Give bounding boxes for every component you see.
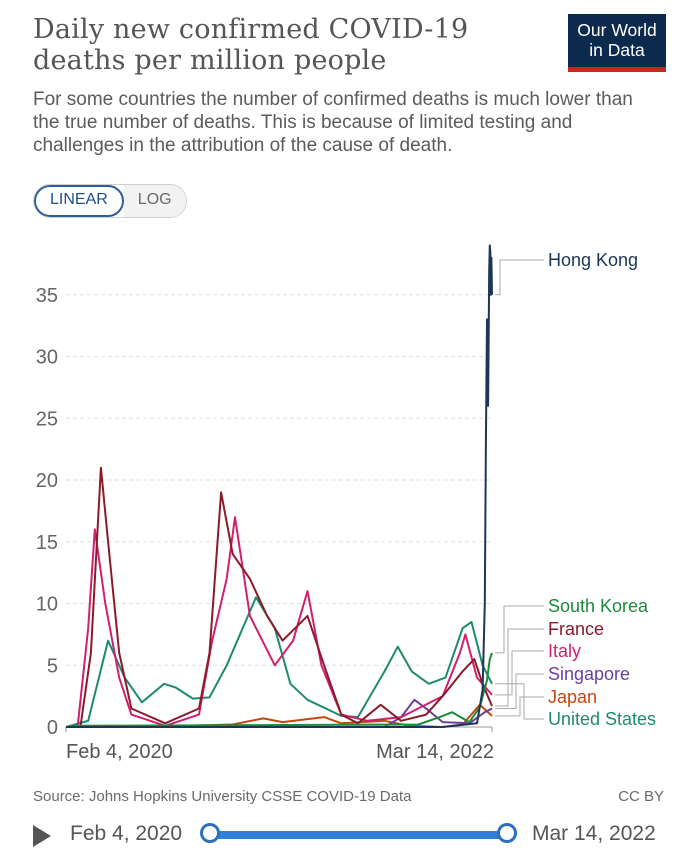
play-icon[interactable]	[33, 825, 51, 847]
logo-line-2: in Data	[589, 40, 645, 60]
connector-4	[495, 673, 544, 709]
series-label-singapore: Singapore	[548, 664, 630, 684]
linear-scale-button[interactable]: LINEAR	[34, 185, 124, 217]
series-label-hong-kong: Hong Kong	[548, 250, 638, 270]
series-line-france	[66, 466, 493, 728]
y-tick-label-0: 0	[47, 717, 58, 739]
series-label-united-states: United States	[548, 709, 656, 729]
logo-line-1: Our World	[577, 20, 657, 40]
logo-accent-bar	[568, 67, 666, 72]
x-tick-label-0: Feb 4, 2020	[66, 741, 173, 763]
chart-title: Daily new confirmed COVID-19 deaths per …	[33, 14, 469, 76]
license-note[interactable]: CC BY	[618, 788, 664, 805]
connector-5	[495, 696, 544, 717]
source-note[interactable]: Source: Johns Hopkins University CSSE CO…	[33, 788, 412, 805]
connector-1	[495, 605, 544, 654]
x-tick-label-1: Mar 14, 2022	[376, 741, 494, 763]
y-tick-label-25: 25	[36, 408, 58, 430]
series-label-japan: Japan	[548, 687, 597, 707]
series-label-italy: Italy	[548, 641, 581, 661]
log-scale-button[interactable]: LOG	[123, 185, 186, 217]
y-tick-label-10: 10	[36, 594, 58, 616]
grid-layer: 0 5 10 15 20 25 30 35 Feb 4, 2020 Mar 14, 2022	[36, 285, 494, 763]
series-label-south-korea: South Korea	[548, 596, 649, 616]
y-tick-label-15: 15	[36, 532, 58, 554]
y-tick-label-20: 20	[36, 470, 58, 492]
y-tick-label-5: 5	[47, 655, 58, 677]
series-line-italy	[66, 516, 493, 728]
timeline-track[interactable]	[212, 831, 508, 839]
series-line-united-states	[65, 596, 493, 728]
timeline-start-label: Feb 4, 2020	[70, 822, 183, 845]
y-tick-label-30: 30	[36, 347, 58, 369]
owid-logo[interactable]: Our World in Data	[568, 14, 666, 72]
scale-toggle: LINEAR LOG	[33, 184, 187, 218]
connector-0	[495, 259, 544, 296]
timeline-end-label: Mar 14, 2022	[532, 822, 656, 845]
connector-6	[495, 683, 544, 720]
chart-subtitle: For some countries the number of confirm…	[33, 89, 633, 156]
series-line-south-korea	[65, 652, 493, 728]
line-chart: 0 5 10 15 20 25 30 35 Feb 4, 2020 Mar 14, 2022 Ho…	[36, 244, 656, 763]
connector-2	[495, 628, 544, 707]
series-label-france: France	[548, 619, 604, 639]
timeline-end-handle[interactable]	[497, 823, 517, 843]
timeline-start-handle[interactable]	[200, 823, 220, 843]
series-layer	[65, 244, 493, 728]
y-tick-label-35: 35	[36, 285, 58, 307]
connector-3	[495, 650, 544, 696]
series-line-hong-kong	[66, 244, 493, 728]
